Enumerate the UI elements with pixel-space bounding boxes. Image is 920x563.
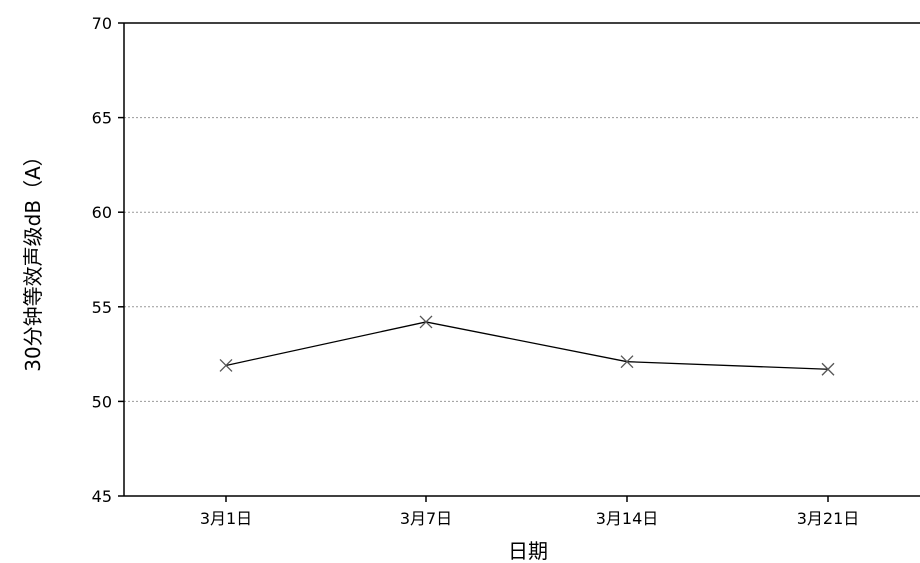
y-tick-label: 70	[92, 14, 112, 33]
marker-stroke	[821, 362, 835, 376]
series-group	[219, 315, 835, 376]
y-tick-label: 60	[92, 203, 112, 222]
x-axis-title: 日期	[508, 539, 548, 563]
x-tick-label: 3月7日	[400, 509, 452, 528]
y-tick-label: 45	[92, 487, 112, 506]
y-axis: 45 50 55 60 65 70	[92, 14, 124, 506]
x-tick-label: 3月14日	[596, 509, 659, 528]
grid-lines	[124, 117, 920, 402]
marker-stroke	[620, 355, 634, 369]
series-line	[225, 321, 829, 370]
data-point-marker	[620, 355, 634, 369]
data-point-marker	[821, 362, 835, 376]
y-axis-title: 30分钟等效声级dB（A）	[21, 146, 45, 372]
x-tick-label: 3月21日	[797, 509, 860, 528]
x-axis: 3月1日 3月7日 3月14日 3月21日	[200, 496, 859, 528]
y-tick-label: 55	[92, 298, 112, 317]
x-tick-label: 3月1日	[200, 509, 252, 528]
data-point-marker	[219, 358, 233, 372]
data-point-marker	[419, 315, 433, 329]
plot-frame	[123, 22, 920, 497]
y-tick-label: 65	[92, 109, 112, 128]
marker-stroke	[419, 315, 433, 329]
marker-stroke	[219, 358, 233, 372]
y-tick-label: 50	[92, 392, 112, 411]
